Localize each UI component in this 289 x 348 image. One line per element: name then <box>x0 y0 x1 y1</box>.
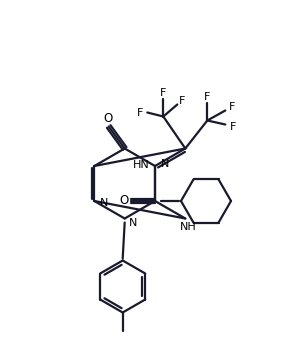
Text: O: O <box>119 195 129 207</box>
Text: F: F <box>204 92 210 102</box>
Text: N: N <box>161 159 169 169</box>
Text: HN: HN <box>133 160 149 170</box>
Text: F: F <box>229 103 236 112</box>
Text: F: F <box>230 121 236 132</box>
Text: F: F <box>137 108 144 118</box>
Text: N: N <box>129 218 137 228</box>
Text: F: F <box>179 95 186 105</box>
Text: N: N <box>100 198 109 208</box>
Text: O: O <box>103 112 112 125</box>
Text: F: F <box>160 87 166 97</box>
Text: NH: NH <box>180 222 197 232</box>
